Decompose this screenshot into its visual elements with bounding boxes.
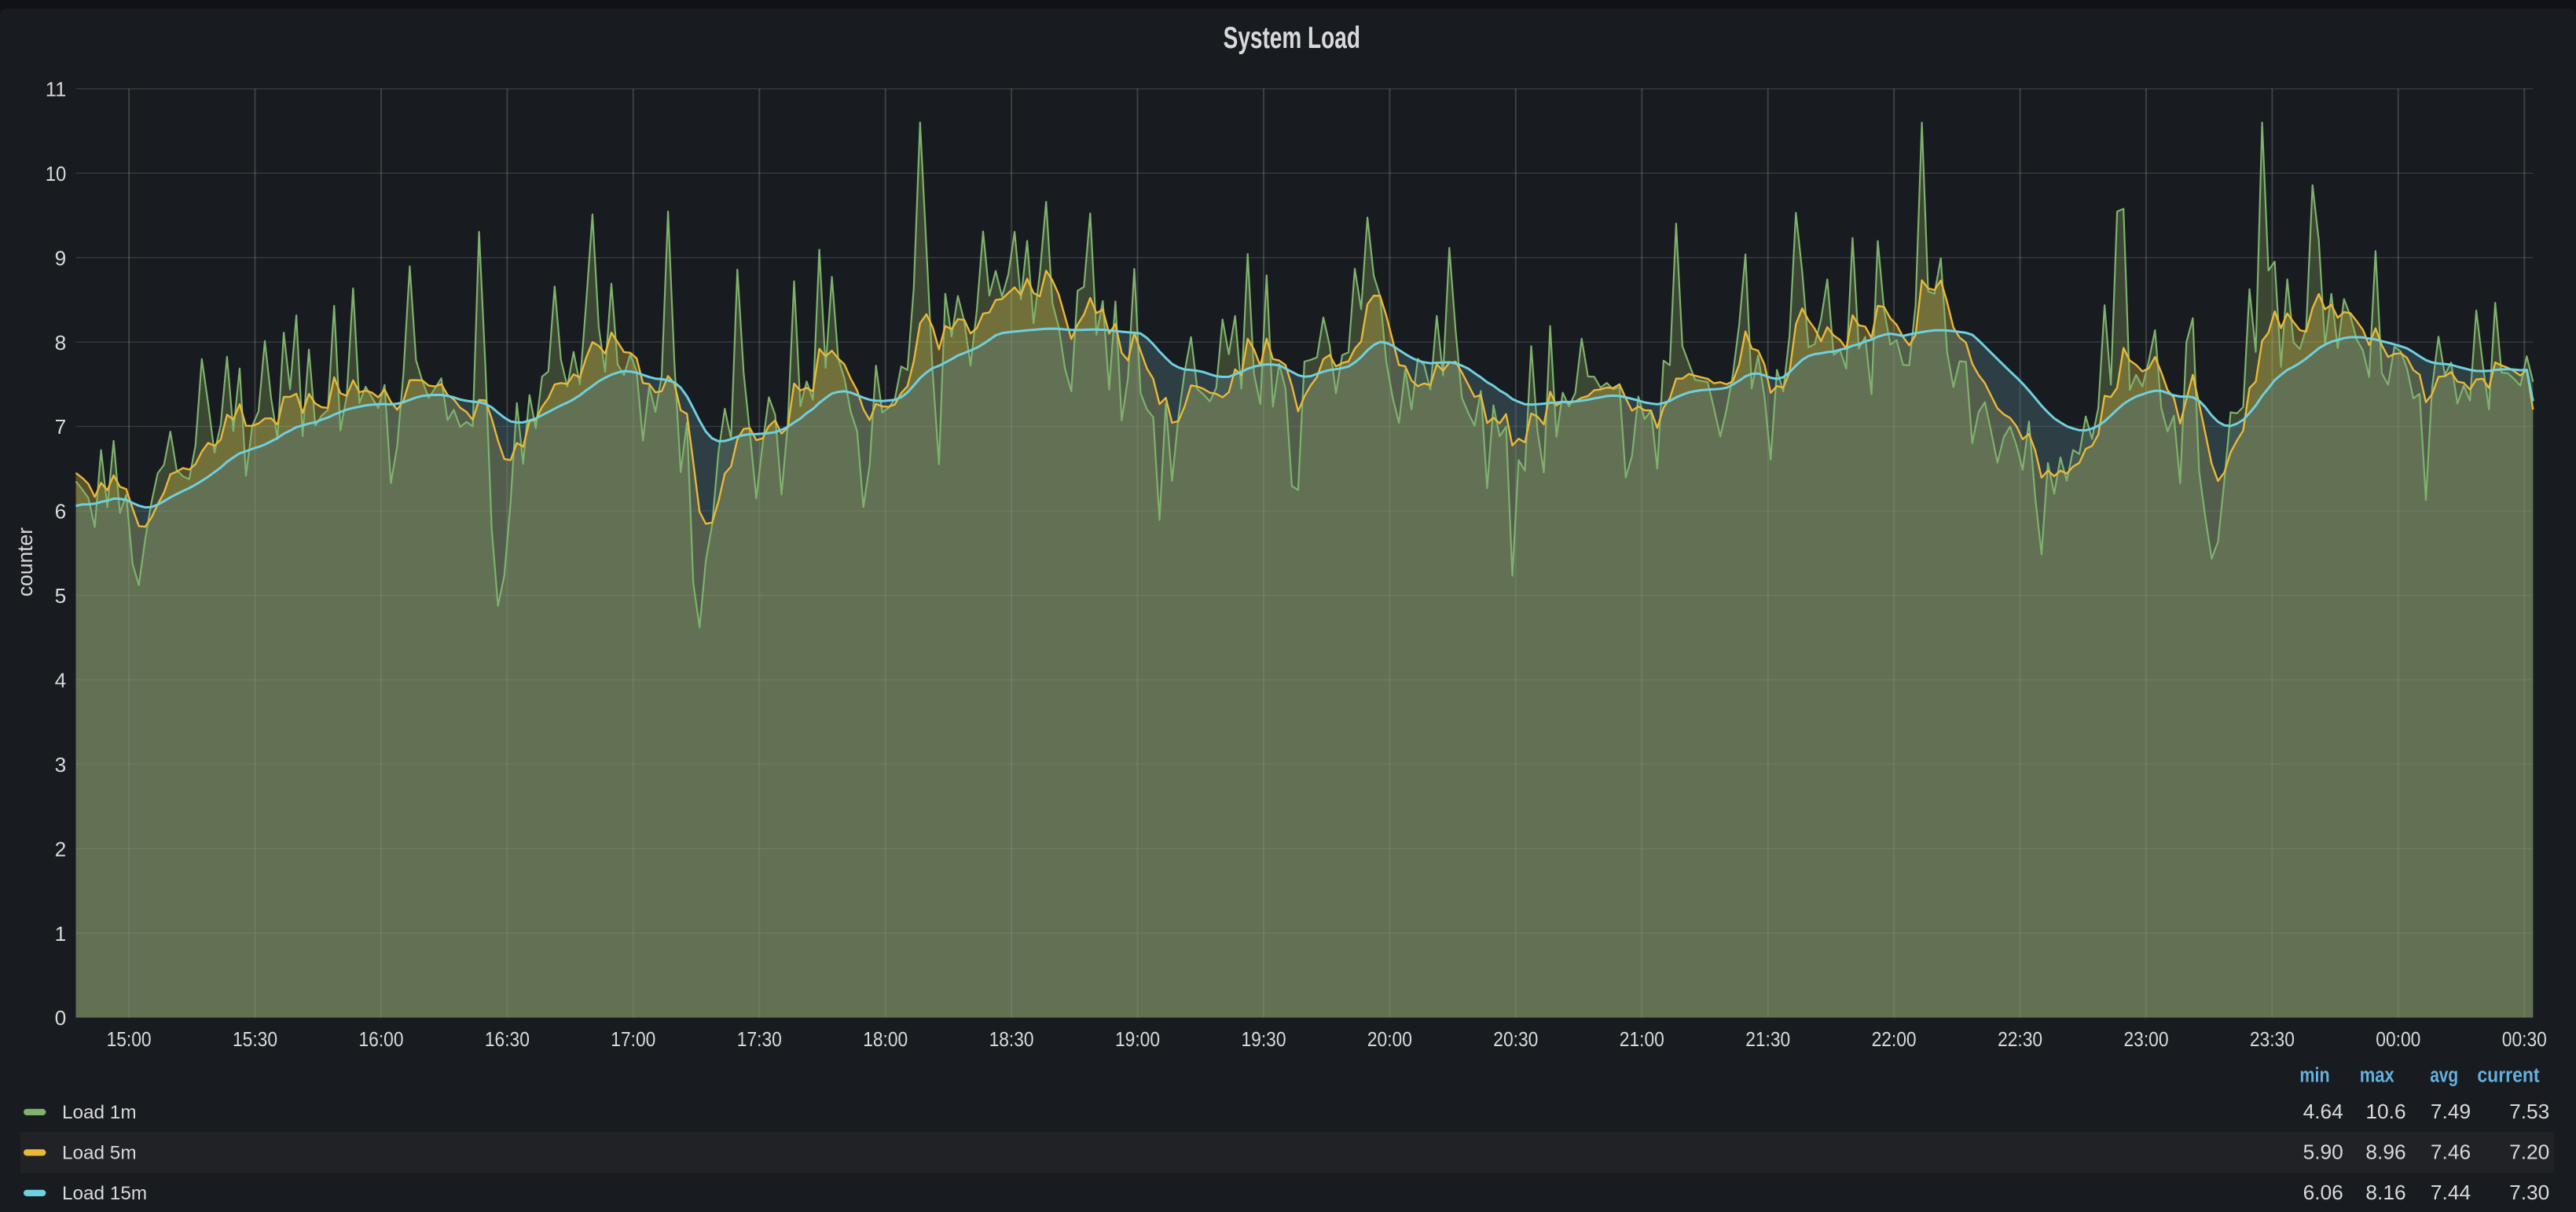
svg-text:23:30: 23:30 [2250,1027,2295,1051]
svg-text:19:00: 19:00 [1115,1027,1160,1051]
svg-text:15:00: 15:00 [107,1027,152,1051]
svg-text:22:00: 22:00 [1872,1027,1917,1051]
svg-text:7.46: 7.46 [2431,1140,2471,1164]
svg-text:5: 5 [55,584,67,608]
svg-text:16:30: 16:30 [485,1027,530,1051]
svg-text:16:00: 16:00 [359,1027,404,1051]
svg-text:18:00: 18:00 [863,1027,908,1051]
svg-text:current: current [2477,1063,2539,1087]
svg-text:System Load: System Load [1224,21,1360,55]
svg-text:10.6: 10.6 [2365,1100,2405,1123]
svg-text:11: 11 [46,78,67,101]
svg-text:2: 2 [55,837,67,861]
svg-text:min: min [2299,1063,2329,1087]
svg-text:19:30: 19:30 [1242,1027,1286,1051]
svg-text:1: 1 [55,922,67,946]
svg-text:6.06: 6.06 [2303,1181,2343,1204]
svg-text:8: 8 [55,331,67,354]
svg-text:20:30: 20:30 [1493,1027,1538,1051]
svg-text:counter: counter [13,527,37,597]
svg-text:7.20: 7.20 [2509,1140,2549,1164]
svg-text:7: 7 [55,415,67,439]
svg-text:8.16: 8.16 [2365,1181,2405,1204]
svg-text:Load 15m: Load 15m [62,1183,147,1204]
svg-text:max: max [2360,1063,2394,1087]
svg-text:18:30: 18:30 [989,1027,1034,1051]
svg-text:9: 9 [55,246,67,270]
svg-text:17:00: 17:00 [611,1027,655,1051]
svg-text:4.64: 4.64 [2303,1100,2343,1123]
svg-text:7.53: 7.53 [2509,1100,2549,1123]
svg-text:21:00: 21:00 [1620,1027,1664,1051]
svg-text:15:30: 15:30 [233,1027,277,1051]
svg-text:avg: avg [2430,1063,2458,1087]
svg-text:8.96: 8.96 [2365,1140,2405,1164]
svg-text:6: 6 [55,500,67,523]
svg-text:23:00: 23:00 [2124,1027,2169,1051]
svg-text:0: 0 [55,1006,67,1030]
svg-text:Load 5m: Load 5m [62,1143,137,1164]
svg-text:22:30: 22:30 [1998,1027,2042,1051]
svg-text:10: 10 [46,162,67,185]
svg-text:00:30: 00:30 [2502,1027,2547,1051]
svg-text:17:30: 17:30 [737,1027,782,1051]
svg-text:5.90: 5.90 [2303,1140,2343,1164]
svg-text:7.30: 7.30 [2509,1181,2549,1204]
svg-text:Load 1m: Load 1m [62,1102,137,1123]
svg-text:4: 4 [55,669,67,692]
svg-text:21:30: 21:30 [1745,1027,1790,1051]
svg-text:7.44: 7.44 [2431,1181,2471,1204]
svg-text:3: 3 [55,753,67,777]
svg-text:00:00: 00:00 [2376,1027,2420,1051]
svg-text:7.49: 7.49 [2431,1100,2471,1123]
svg-text:20:00: 20:00 [1367,1027,1412,1051]
